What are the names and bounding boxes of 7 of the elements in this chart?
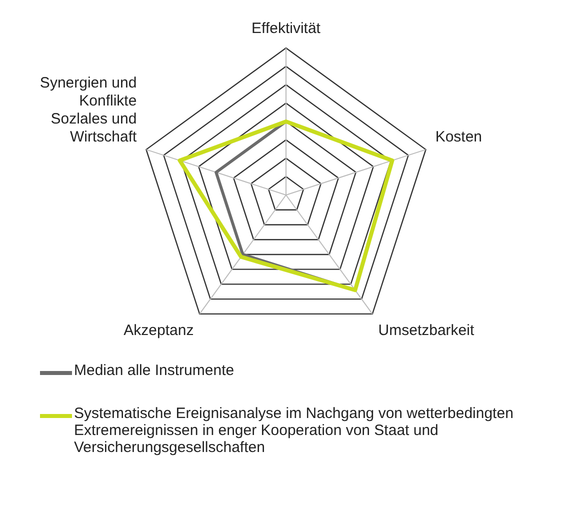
spoke-label: Effektivität [252,20,322,38]
spoke-label: Kosten [435,128,482,146]
spoke-label: Synergien und Konflikte Sozlales und Wirtschaft [40,74,138,146]
spoke-label: Akzeptanz [124,322,194,340]
legend-label: Median alle Instrumente [74,362,234,379]
spoke-label: Umsetzbarkeit [378,322,475,340]
legend-label: Systematische Ereignisanalyse im Nachgang von wetterbedingten Extremereignissen in enger Kooperation von Staat und Versicherungsgesellschaften [74,405,514,456]
